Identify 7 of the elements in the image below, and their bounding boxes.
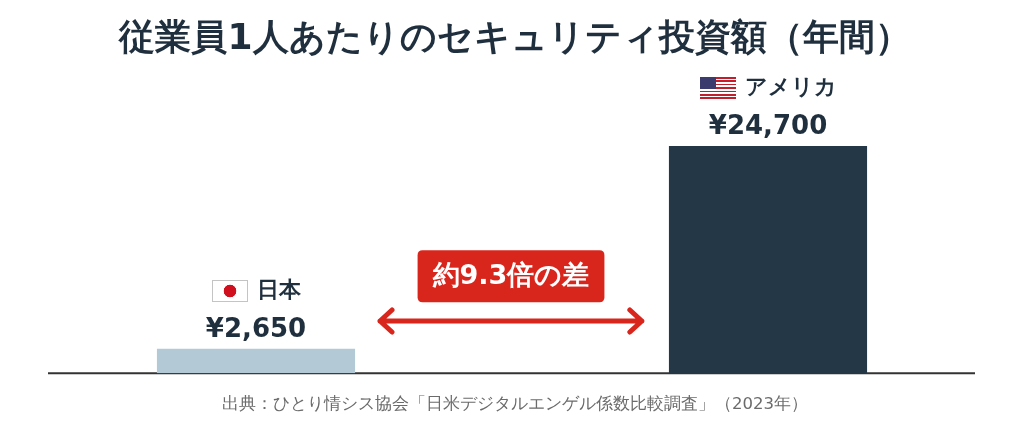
source-note: 出典：ひとり情シス協会「日米デジタルエンゲル係数比較調査」（2023年） xyxy=(222,394,808,414)
x-tick-label: アメリカ xyxy=(744,73,837,99)
x-tick-label: 日本 xyxy=(256,276,302,302)
data-label: ¥2,650 xyxy=(205,312,307,343)
annotation: 約9.3倍の差 xyxy=(431,259,590,291)
data-label: ¥24,700 xyxy=(708,109,828,140)
chart-title: 従業員1人あたりのセキュリティ投資額（年間） xyxy=(118,15,911,57)
